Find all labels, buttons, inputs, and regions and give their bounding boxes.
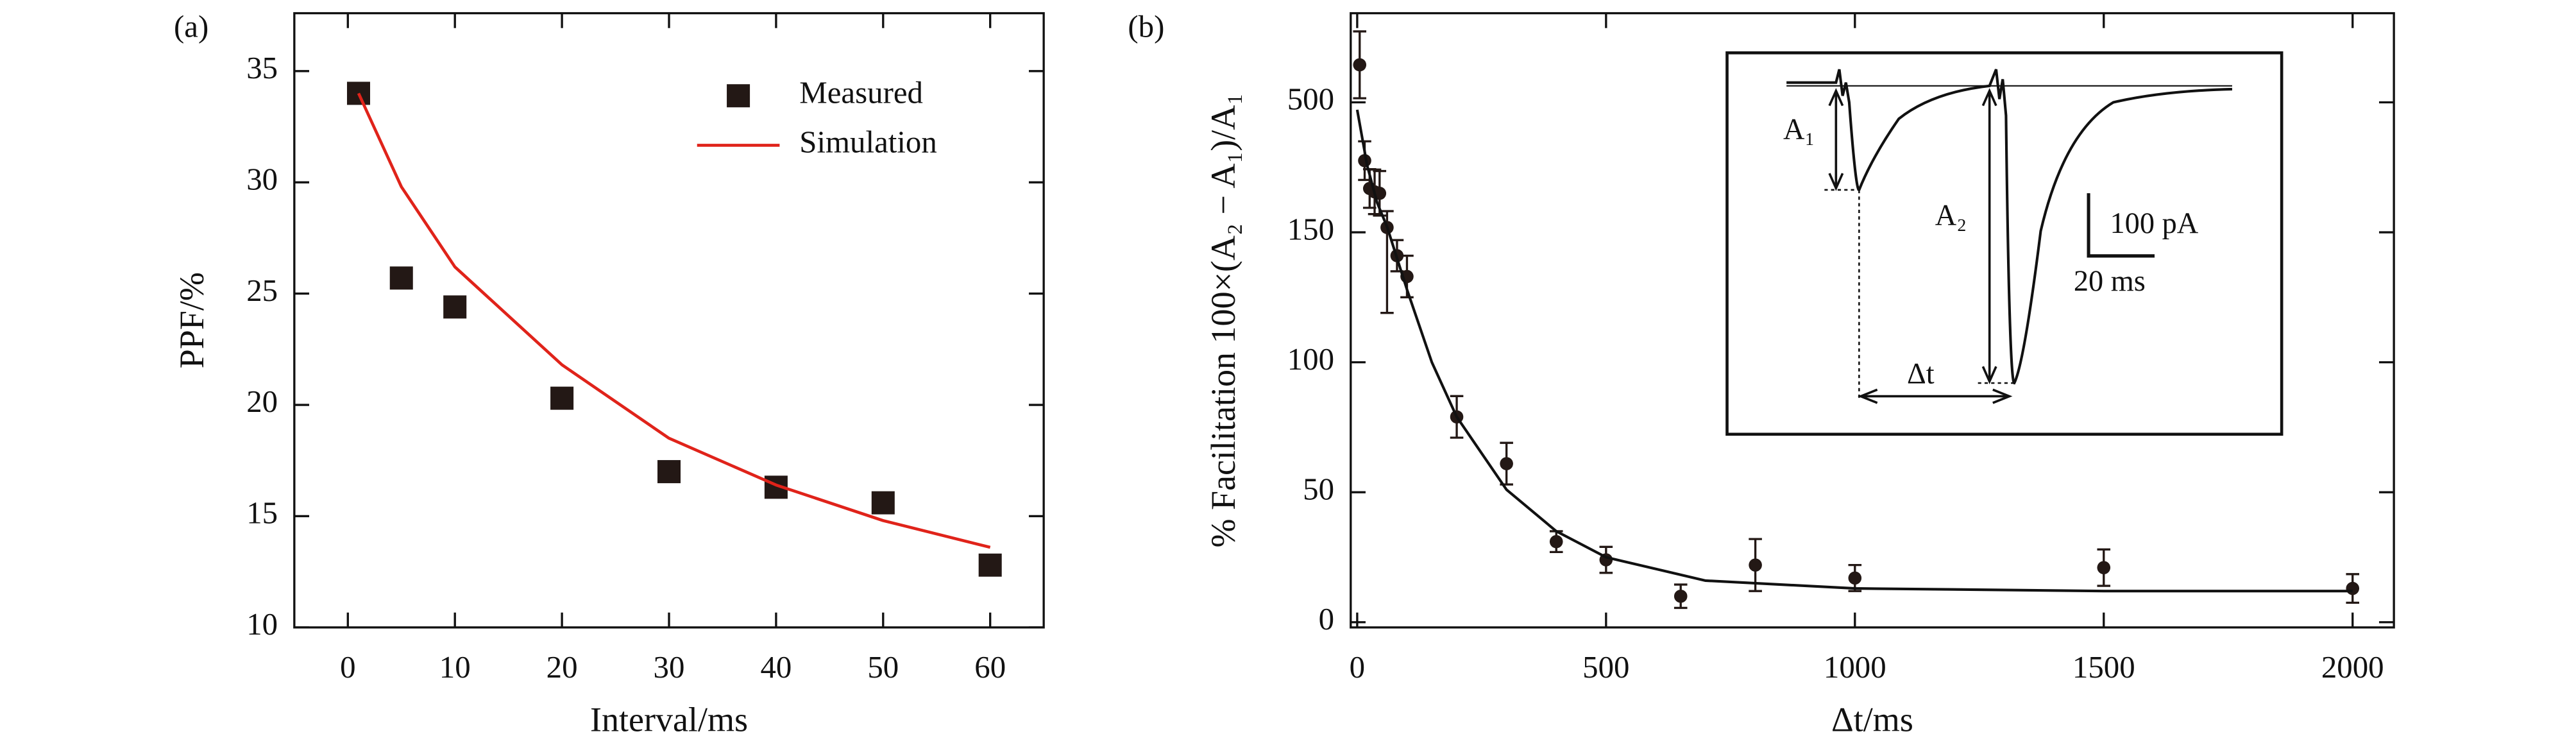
plot-frame [1350, 12, 2395, 629]
marker [871, 491, 895, 515]
arrow-heads [1981, 88, 1997, 384]
y-tick-label: 100 [1287, 341, 1334, 377]
legend-label: Simulation [799, 124, 937, 160]
panel-label: (b) [1128, 9, 1164, 44]
marker [2346, 581, 2360, 595]
y-tick-label: 30 [246, 161, 278, 196]
x-tick-label: 60 [974, 649, 1006, 685]
y-axis-label: PPF/% [173, 272, 211, 368]
x-tick-label: 10 [439, 649, 471, 685]
curve [1355, 109, 2353, 593]
x-tick-label: 0 [340, 649, 355, 685]
y-tick-label: 25 [246, 273, 278, 308]
arrow-heads [1858, 388, 2013, 404]
inset-label: A₁ [1783, 113, 1815, 146]
arrow-heads [1828, 88, 1844, 191]
inset-label: Δt [1907, 357, 1935, 390]
legend-label: Measured [799, 74, 923, 110]
y-tick-label: 15 [246, 495, 278, 531]
y-tick-label: 35 [246, 50, 278, 85]
x-tick-label: 40 [760, 649, 792, 685]
x-tick-label: 20 [547, 649, 578, 685]
y-tick-label: 50 [1303, 471, 1334, 506]
marker [1848, 571, 1862, 585]
marker [550, 386, 574, 410]
y-tick-label: 20 [246, 384, 278, 419]
marker [1500, 457, 1513, 470]
x-tick-label: 1000 [1824, 649, 1886, 685]
marker [1353, 58, 1367, 72]
plot-frame [293, 12, 1045, 629]
y-tick-label: 0 [1319, 601, 1334, 636]
marker [1749, 558, 1762, 572]
x-tick-label: 50 [867, 649, 899, 685]
x-tick-label: 500 [1582, 649, 1629, 685]
dotted-guides [1824, 189, 2018, 400]
marker [657, 460, 681, 484]
inset [1725, 51, 2284, 436]
y-tick-label: 10 [246, 606, 278, 642]
x-tick-label: 2000 [2321, 649, 2384, 685]
scale-bar [2087, 193, 2155, 258]
y-tick-label: 150 [1287, 211, 1334, 246]
x-tick-label: 30 [654, 649, 685, 685]
panel-label: (a) [174, 9, 208, 44]
marker [2097, 561, 2111, 574]
marker [1549, 534, 1563, 549]
marker [1674, 589, 1688, 603]
legend-swatch [727, 84, 750, 108]
inset-trace [1786, 69, 2232, 385]
curve [357, 92, 991, 549]
y-tick-label: 500 [1287, 81, 1334, 117]
marker [443, 295, 467, 319]
x-axis-label: Δt/ms [1831, 701, 1913, 739]
inset-label: 100 pA [2110, 207, 2199, 240]
x-axis-label: Interval/ms [590, 701, 748, 739]
x-tick-label: 0 [1350, 649, 1365, 685]
inset-label: 20 ms [2074, 265, 2146, 298]
inset-label: A₂ [1935, 199, 1967, 232]
marker [389, 266, 413, 290]
inset-frame [1725, 51, 2284, 436]
x-tick-label: 1500 [2072, 649, 2135, 685]
y-axis-label: % Facilitation 100×(A₂ − A₁)/A₁ [1204, 93, 1242, 548]
marker [978, 553, 1002, 577]
